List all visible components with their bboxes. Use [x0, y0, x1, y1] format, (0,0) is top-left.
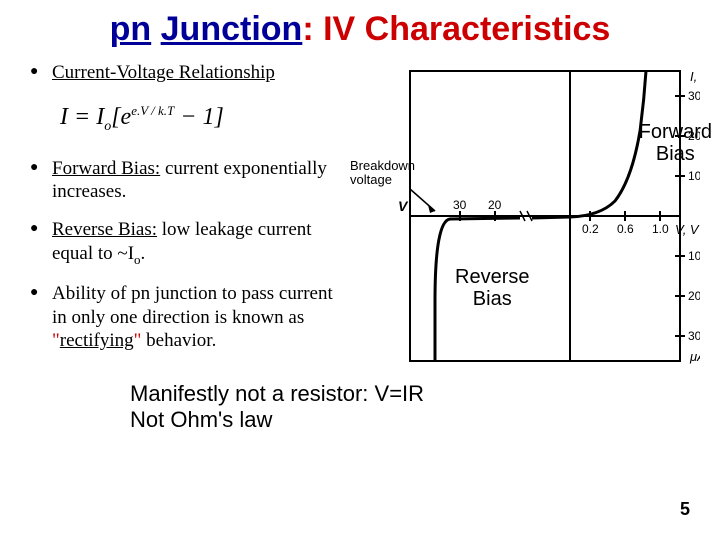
slide-title: pn Junction: IV Characteristics [30, 10, 690, 49]
svg-text:V, V: V, V [675, 222, 700, 237]
svg-text:10: 10 [688, 249, 700, 263]
title-junction: Junction [161, 10, 303, 48]
iv-chart: Breakdown voltage Forward Bias Reverse B… [360, 61, 700, 371]
svg-text:μA: μA [689, 349, 700, 364]
svg-text:20: 20 [488, 198, 502, 212]
svg-text:0.2: 0.2 [582, 222, 599, 236]
svg-text:30: 30 [688, 89, 700, 103]
svg-text:V: V [398, 198, 409, 214]
bullet-3: Reverse Bias: low leakage current equal … [30, 218, 350, 268]
bullet-2: Forward Bias: current exponentially incr… [30, 157, 350, 205]
svg-text:0.6: 0.6 [617, 222, 634, 236]
svg-text:1.0: 1.0 [652, 222, 669, 236]
title-pn: pn [110, 10, 152, 48]
bullet-2-label: Forward Bias: [52, 158, 160, 179]
forward-bias-label: Forward Bias [639, 121, 712, 165]
bullet-3-label: Reverse Bias: [52, 219, 157, 240]
title-rest: IV Characteristics [314, 10, 611, 48]
page-number: 5 [680, 499, 690, 520]
bullet-1: Current-Voltage Relationship [30, 61, 350, 85]
iv-curve-svg: I, mA μA V, V V 10 20 30 10 20 30 0.2 0.… [360, 61, 700, 371]
diode-equation: I = Io[ee.V / k.T − 1] [60, 103, 350, 135]
svg-text:30: 30 [453, 198, 467, 212]
svg-text:10: 10 [688, 169, 700, 183]
breakdown-voltage-label: Breakdown voltage [350, 159, 415, 188]
bottom-caption: Manifestly not a resistor: V=IR Not Ohm'… [130, 381, 690, 433]
bullet-1-label: Current-Voltage Relationship [52, 62, 275, 83]
title-colon: : [302, 10, 313, 48]
svg-text:30: 30 [688, 329, 700, 343]
svg-text:20: 20 [688, 289, 700, 303]
reverse-bias-label: Reverse Bias [455, 266, 529, 310]
svg-text:I, mA: I, mA [690, 69, 700, 84]
bullet-4: Ability of pn junction to pass current i… [30, 282, 350, 353]
